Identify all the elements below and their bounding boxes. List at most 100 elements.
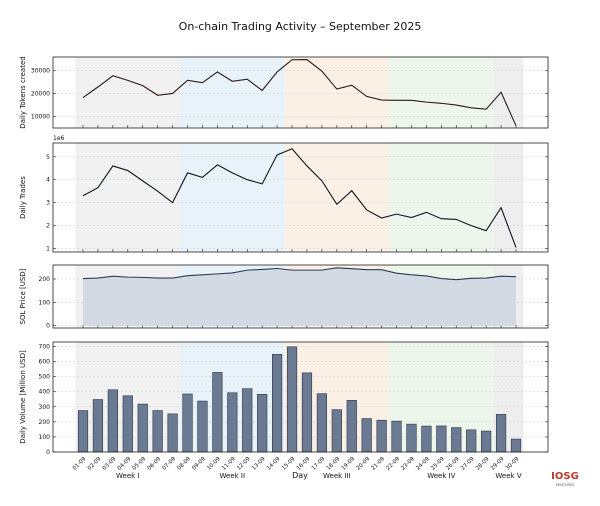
x-tick-label: 22-09 — [385, 456, 401, 472]
svg-text:VENTURES: VENTURES — [556, 483, 576, 487]
chart-title: On-chain Trading Activity – September 20… — [179, 20, 422, 33]
x-tick-label: 01-09 — [72, 456, 88, 472]
y-tick-label: 100 — [39, 299, 51, 306]
y-axis-label: SOL Price [USD] — [19, 268, 27, 324]
x-tick-label: 02-09 — [87, 456, 103, 472]
bar-27-09 — [466, 430, 476, 452]
x-tick-label: 12-09 — [236, 456, 252, 472]
y-tick-label: 10000 — [31, 114, 50, 121]
week-shade-4 — [389, 143, 494, 252]
x-tick-label: 25-09 — [430, 456, 446, 472]
y-axis-label: Daily Volume [Million USD] — [19, 350, 27, 444]
bar-20-09 — [362, 419, 372, 452]
x-tick-label: 13-09 — [251, 456, 267, 472]
bar-30-09 — [511, 439, 521, 452]
y-tick-label: 0 — [46, 323, 50, 330]
bar-24-09 — [422, 426, 432, 452]
y-tick-label: 200 — [39, 419, 51, 426]
bar-09-09 — [198, 401, 208, 452]
week-shade-3 — [285, 57, 390, 128]
bar-08-09 — [183, 394, 193, 452]
x-tick-label: 20-09 — [356, 456, 372, 472]
x-tick-label: 11-09 — [221, 456, 237, 472]
bar-10-09 — [213, 372, 223, 452]
y-tick-label: 100 — [39, 434, 51, 441]
x-tick-label: 07-09 — [161, 456, 177, 472]
x-tick-label: 15-09 — [281, 456, 297, 472]
bar-13-09 — [257, 394, 267, 452]
y-tick-label: 2 — [46, 223, 50, 230]
x-tick-label: 03-09 — [102, 456, 118, 472]
x-tick-label: 14-09 — [266, 456, 282, 472]
y-tick-label: 0 — [46, 449, 50, 456]
week-shade-1 — [76, 57, 181, 128]
week-label: Week II — [220, 472, 246, 480]
panel-1: 10000 20000 30000 Daily Tokens created — [19, 56, 548, 128]
y-axis-label: Daily Tokens created — [19, 56, 27, 128]
y-tick-label: 5 — [46, 154, 50, 161]
bar-25-09 — [437, 426, 447, 452]
y-offset-label: 1e6 — [53, 135, 65, 142]
x-tick-label: 26-09 — [445, 456, 461, 472]
x-tick-label: 19-09 — [341, 456, 357, 472]
x-tick-label: 18-09 — [326, 456, 342, 472]
week-label: Week IV — [427, 472, 455, 480]
bar-01-09 — [78, 411, 88, 452]
bar-03-09 — [108, 390, 118, 452]
x-tick-label: 04-09 — [117, 456, 133, 472]
week-label: Week III — [323, 472, 351, 480]
x-tick-label: 24-09 — [415, 456, 431, 472]
bar-12-09 — [242, 389, 252, 452]
x-tick-label: 17-09 — [311, 456, 327, 472]
x-tick-label: 06-09 — [147, 456, 163, 472]
x-tick-label: 30-09 — [505, 456, 521, 472]
week-shade-2 — [180, 143, 285, 252]
bar-06-09 — [153, 411, 163, 452]
x-tick-label: 21-09 — [370, 456, 386, 472]
bar-28-09 — [481, 431, 491, 452]
week-shade-5 — [494, 57, 524, 128]
week-shade-3 — [285, 143, 390, 252]
bar-19-09 — [347, 400, 357, 452]
x-tick-label: 23-09 — [400, 456, 416, 472]
bar-29-09 — [496, 414, 506, 452]
y-tick-label: 200 — [39, 276, 51, 283]
bar-22-09 — [392, 421, 402, 452]
x-axis-label: Day — [292, 471, 308, 480]
y-tick-label: 600 — [39, 359, 51, 366]
bar-18-09 — [332, 410, 342, 452]
bar-21-09 — [377, 420, 387, 452]
x-tick-label: 09-09 — [191, 456, 207, 472]
week-shade-2 — [180, 57, 285, 128]
bar-11-09 — [228, 393, 238, 452]
iosg-logo: IOSG VENTURES — [551, 471, 579, 487]
y-tick-label: 400 — [39, 389, 51, 396]
x-tick-label: 27-09 — [460, 456, 476, 472]
y-tick-label: 1 — [46, 246, 50, 253]
panel-3: 0 100 200 SOL Price [USD] — [19, 265, 548, 330]
bar-26-09 — [451, 428, 461, 452]
y-tick-label: 20000 — [31, 91, 50, 98]
y-tick-label: 700 — [39, 344, 51, 351]
bar-04-09 — [123, 396, 133, 452]
y-tick-label: 3 — [46, 200, 50, 207]
bar-15-09 — [287, 347, 297, 452]
x-tick-label: 08-09 — [176, 456, 192, 472]
y-tick-label: 30000 — [31, 68, 50, 75]
bar-17-09 — [317, 394, 327, 452]
y-axis-label: Daily Trades — [19, 176, 27, 219]
x-tick-label: 28-09 — [475, 456, 491, 472]
bar-07-09 — [168, 414, 178, 452]
x-tick-label: 10-09 — [206, 456, 222, 472]
x-tick-label: 05-09 — [132, 456, 148, 472]
week-shade-5 — [494, 143, 524, 252]
bar-05-09 — [138, 404, 148, 452]
bar-14-09 — [272, 354, 282, 452]
bar-16-09 — [302, 373, 312, 452]
week-label: Week V — [495, 472, 521, 480]
week-label: Week I — [116, 472, 139, 480]
